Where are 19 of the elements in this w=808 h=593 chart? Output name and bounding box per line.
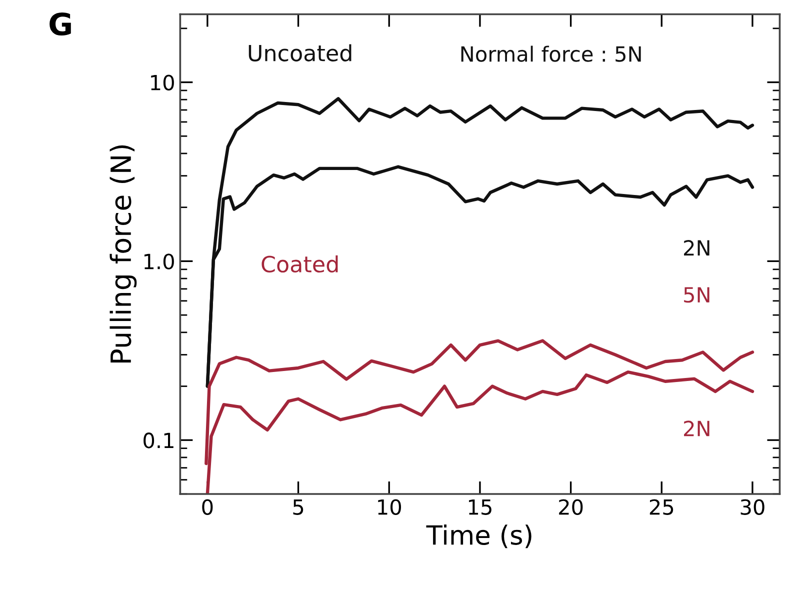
annotation: Coated xyxy=(262,255,338,273)
text: G xyxy=(50,12,71,36)
x-axis-title: Time (s) xyxy=(426,524,532,548)
y-tick-label: 0.1 xyxy=(144,432,174,448)
x-tick-label: 25 xyxy=(650,499,674,515)
x-tick-label: 0 xyxy=(202,499,213,515)
series-label: 2N xyxy=(684,420,710,436)
x-tick-label: 10 xyxy=(378,499,401,515)
x-tick-label: 15 xyxy=(468,499,492,515)
x-tick-label: 20 xyxy=(559,499,583,515)
x-tick-label: 5 xyxy=(293,499,304,515)
y-tick-label: 10 xyxy=(151,74,174,90)
text: 5N xyxy=(684,287,710,303)
text: Normal force : 5N xyxy=(461,46,641,62)
x-tick-label: 30 xyxy=(740,499,764,515)
series-label: 2N xyxy=(684,240,710,256)
y-axis-title: Pulling force (N) xyxy=(110,145,137,363)
y-tick-label: 1.0 xyxy=(144,254,174,270)
annotation: Uncoated xyxy=(248,44,352,62)
